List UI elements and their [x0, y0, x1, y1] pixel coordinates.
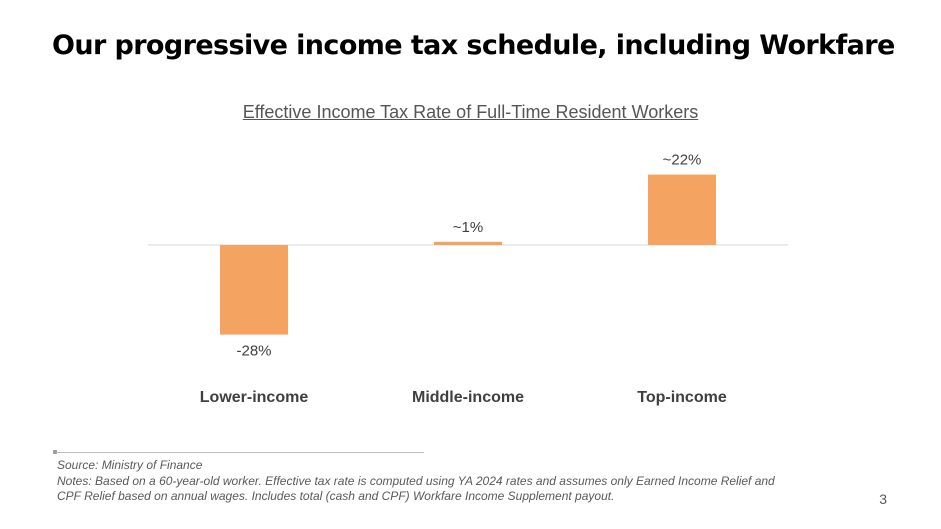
slide-title: Our progressive income tax schedule, inc… [52, 30, 895, 61]
data-label-2: ~22% [663, 152, 702, 169]
notes-line-2: CPF Relief based on annual wages. Includ… [57, 489, 615, 503]
category-label-1: Middle-income [412, 389, 524, 406]
category-label-0: Lower-income [200, 389, 309, 406]
data-label-0: -28% [236, 343, 271, 360]
source-note: Source: Ministry of Finance [57, 458, 203, 472]
footnotes: Source: Ministry of Finance Notes: Based… [57, 458, 857, 505]
notes-line-1: Notes: Based on a 60-year-old worker. Ef… [57, 473, 775, 488]
chart-title: Effective Income Tax Rate of Full-Time R… [242, 102, 699, 122]
footnote-divider [56, 452, 424, 453]
footnote-marker [53, 450, 57, 454]
page-number: 3 [879, 491, 887, 507]
data-label-1: ~1% [453, 219, 483, 236]
bar-2 [648, 174, 716, 245]
bar-0 [220, 245, 288, 335]
bar-chart: -28% Lower-income ~1% Middle-income ~22% Top-… [148, 152, 788, 406]
bar-1 [434, 241, 502, 245]
category-label-2: Top-income [637, 389, 727, 406]
